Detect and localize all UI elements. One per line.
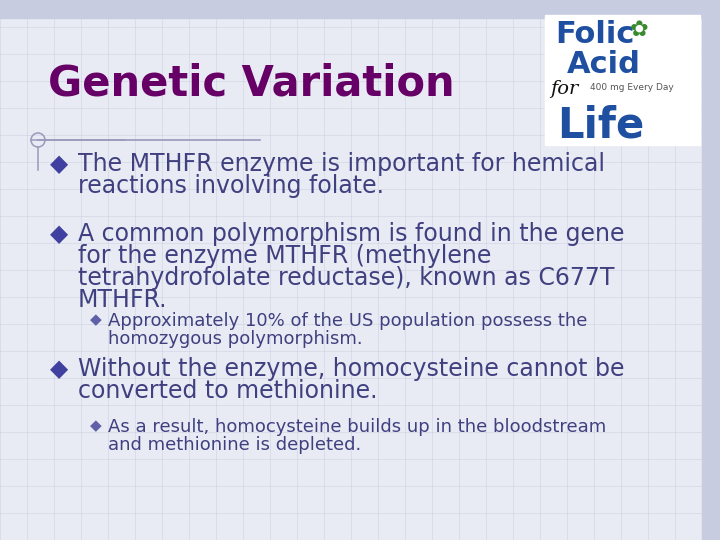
FancyBboxPatch shape xyxy=(545,15,700,145)
Text: for: for xyxy=(550,80,578,98)
Text: reactions involving folate.: reactions involving folate. xyxy=(78,174,384,198)
Text: 400 mg Every Day: 400 mg Every Day xyxy=(590,83,674,92)
Text: ◆: ◆ xyxy=(90,312,102,327)
Text: tetrahydrofolate reductase), known as C677T: tetrahydrofolate reductase), known as C6… xyxy=(78,266,614,290)
Text: A common polymorphism is found in the gene: A common polymorphism is found in the ge… xyxy=(78,222,624,246)
Text: MTHFR.: MTHFR. xyxy=(78,288,168,312)
Text: Without the enzyme, homocysteine cannot be: Without the enzyme, homocysteine cannot … xyxy=(78,357,624,381)
Bar xyxy=(0,0,720,18)
Bar xyxy=(702,0,720,540)
Text: As a result, homocysteine builds up in the bloodstream: As a result, homocysteine builds up in t… xyxy=(108,418,606,436)
Text: Approximately 10% of the US population possess the: Approximately 10% of the US population p… xyxy=(108,312,588,330)
Text: ◆: ◆ xyxy=(50,357,68,381)
Text: ◆: ◆ xyxy=(90,418,102,433)
Text: converted to methionine.: converted to methionine. xyxy=(78,379,377,403)
Text: Genetic Variation: Genetic Variation xyxy=(48,63,454,105)
Text: Folic: Folic xyxy=(555,20,634,49)
Text: ◆: ◆ xyxy=(50,222,68,246)
Text: Acid: Acid xyxy=(567,50,641,79)
Text: for the enzyme MTHFR (methylene: for the enzyme MTHFR (methylene xyxy=(78,244,491,268)
Text: homozygous polymorphism.: homozygous polymorphism. xyxy=(108,330,363,348)
Text: and methionine is depleted.: and methionine is depleted. xyxy=(108,436,361,454)
Text: ◆: ◆ xyxy=(50,152,68,176)
Text: The MTHFR enzyme is important for hemical: The MTHFR enzyme is important for hemica… xyxy=(78,152,605,176)
Text: ✿: ✿ xyxy=(630,20,649,40)
Text: Life: Life xyxy=(557,105,644,147)
